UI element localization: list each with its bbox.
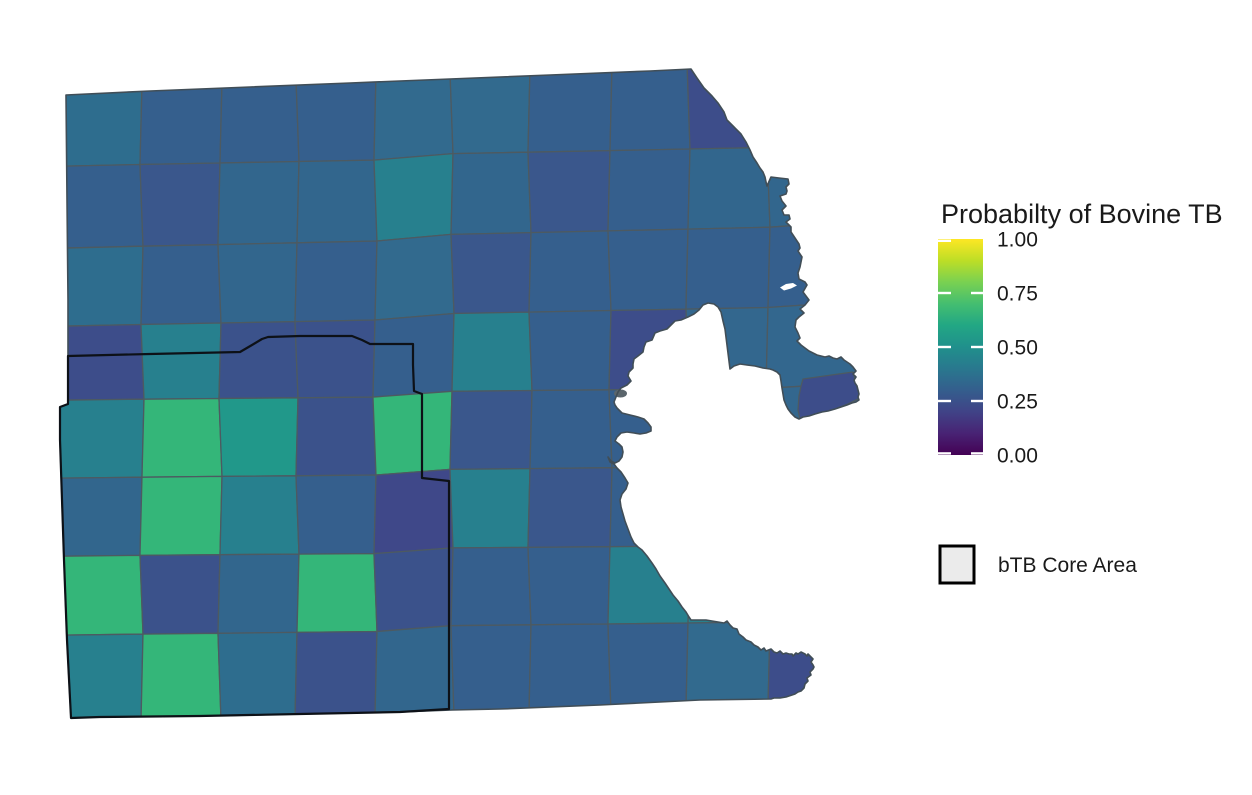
svg-text:0.75: 0.75 bbox=[997, 283, 1038, 306]
svg-text:bTB Core Area: bTB Core Area bbox=[998, 554, 1137, 577]
svg-text:0.00: 0.00 bbox=[997, 445, 1038, 468]
svg-text:0.50: 0.50 bbox=[997, 337, 1038, 360]
svg-text:Probabilty of Bovine TB: Probabilty of Bovine TB bbox=[941, 199, 1223, 229]
svg-text:0.25: 0.25 bbox=[997, 391, 1038, 414]
svg-text:1.00: 1.00 bbox=[997, 229, 1038, 252]
